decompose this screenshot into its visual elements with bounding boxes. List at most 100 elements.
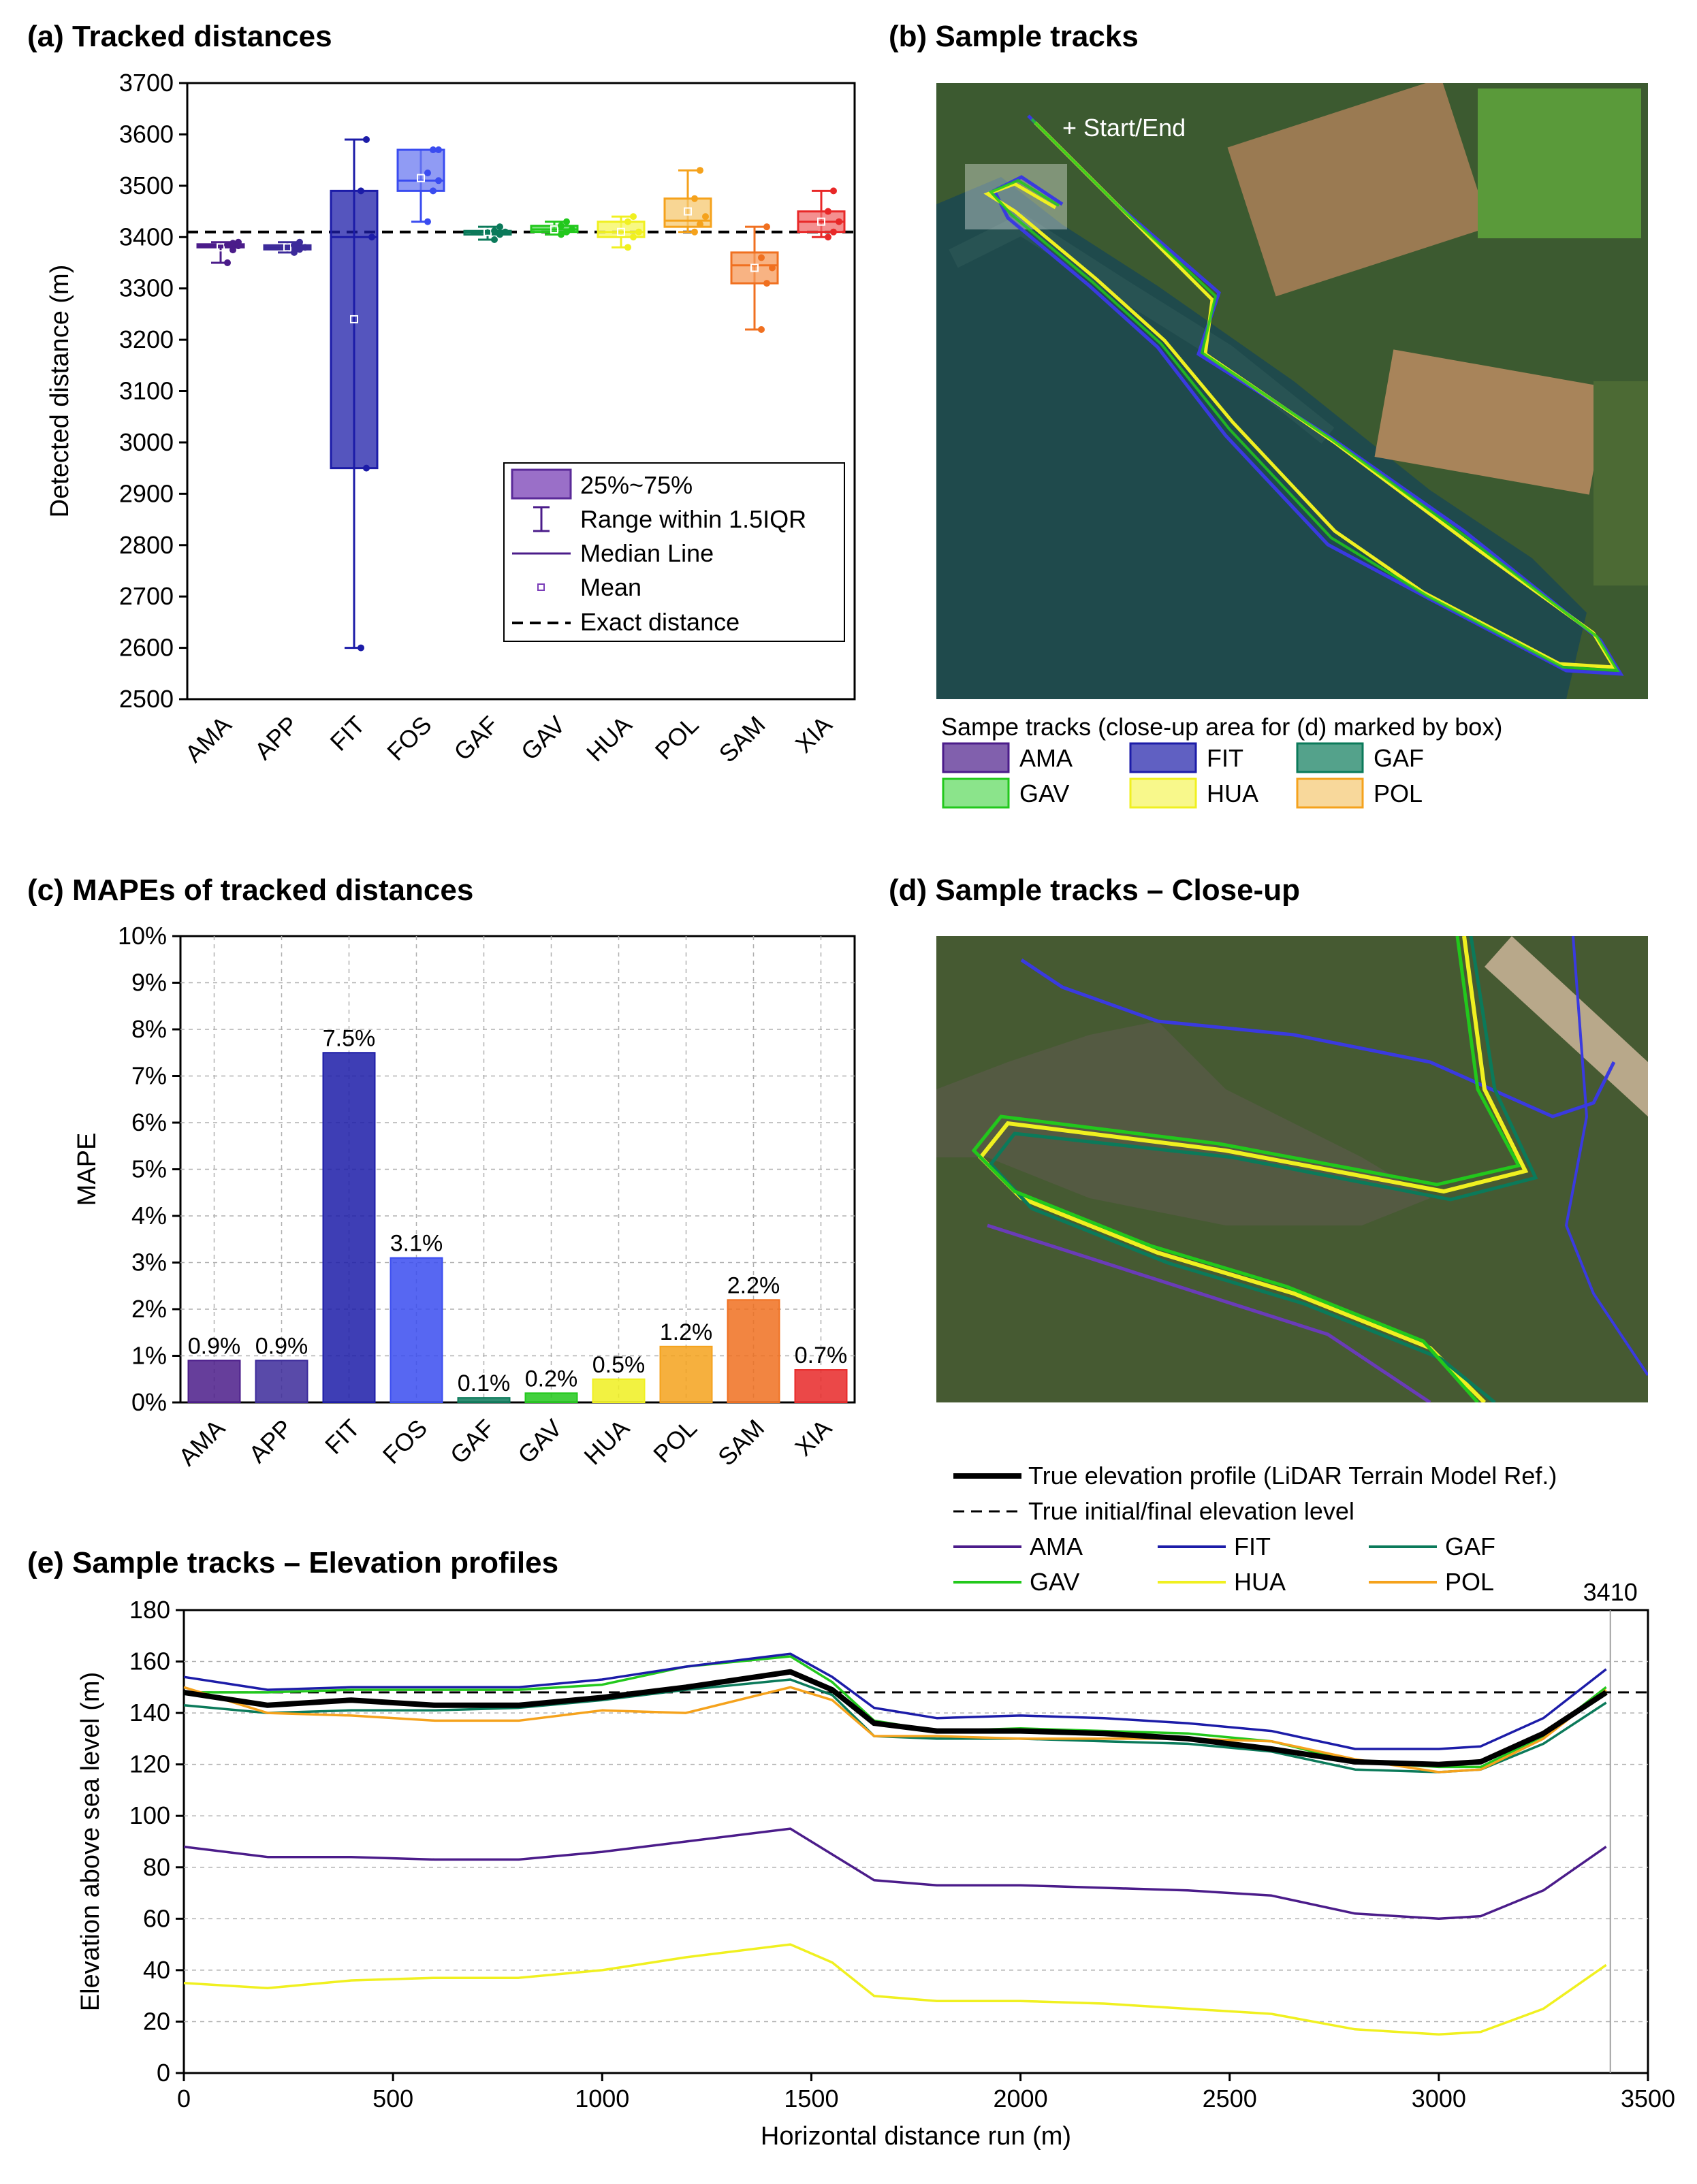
x-tick-label-c: GAV: [512, 1414, 567, 1469]
x-tick-label-e: 2000: [994, 2085, 1048, 2113]
y-tick-label-e: 60: [143, 1904, 170, 1932]
mean-app: [283, 243, 291, 252]
legend-series-label-gav: GAV: [1030, 1568, 1079, 1596]
x-tick-label-a: FOS: [381, 711, 437, 766]
bar-gav: [524, 1392, 578, 1404]
y-tick-label-c: 0%: [131, 1388, 167, 1416]
x-tick-label-a: AMA: [180, 711, 237, 768]
legend-label-gav: GAV: [1019, 780, 1069, 807]
legend-label-gaf: GAF: [1374, 744, 1424, 772]
legend-whisker-icon: [533, 506, 550, 532]
series-line-pol: [183, 1686, 1607, 1773]
data-point-gav: [563, 218, 570, 225]
legend-range-label: Range within 1.5IQR: [580, 505, 806, 533]
x-tick-label-c: POL: [648, 1414, 702, 1468]
bar-label-hua: 0.5%: [592, 1352, 646, 1378]
panel-b-legend: AMA FIT GAF GAV HUA POL: [942, 742, 1424, 809]
x-tick-label-c: FIT: [319, 1414, 365, 1460]
data-point-sam: [769, 264, 776, 272]
y-tick-label-c: 6%: [131, 1108, 167, 1136]
series-line-gaf: [183, 1678, 1607, 1773]
data-point-app: [291, 248, 298, 256]
y-tick-label-a: 2900: [119, 479, 174, 507]
y-tick-label-a: 2600: [119, 634, 174, 662]
y-tick-label-c: 1%: [131, 1342, 167, 1370]
legend-label-fit: FIT: [1207, 744, 1243, 772]
x-tick-label-c: AMA: [173, 1414, 230, 1471]
bar-label-ama: 0.9%: [188, 1333, 241, 1359]
bar-app: [255, 1360, 308, 1403]
y-tick-label-a: 3600: [119, 120, 174, 148]
map-forest: [1593, 381, 1648, 585]
data-point-sam: [758, 254, 765, 261]
mean-sam: [750, 263, 759, 272]
data-point-gaf: [502, 228, 509, 236]
y-tick-label-a: 3100: [119, 377, 174, 405]
y-tick-label-e: 100: [129, 1801, 170, 1829]
bar-label-fos: 3.1%: [390, 1231, 443, 1257]
data-point-xia: [825, 234, 831, 241]
legend-median-label: Median Line: [580, 539, 714, 567]
closeup-track-hua: [977, 936, 1529, 1402]
data-point-xia: [825, 208, 831, 215]
y-tick-label-a: 2500: [119, 685, 174, 713]
data-point-fit: [363, 135, 370, 143]
mean-pol: [684, 207, 692, 216]
x-tick-label-e: 2500: [1203, 2085, 1257, 2113]
data-point-hua: [624, 244, 631, 251]
y-axis-label-e: Elevation above sea level (m): [76, 1672, 105, 2011]
panel-e-legend: True elevation profile (LiDAR Terrain Mo…: [953, 1462, 1557, 1525]
x-tick-label-a: APP: [249, 711, 304, 765]
data-point-xia: [836, 218, 842, 225]
y-tick-label-e: 40: [143, 1956, 170, 1984]
data-point-fos: [435, 146, 442, 154]
legend-true-profile-label: True elevation profile (LiDAR Terrain Mo…: [1028, 1462, 1557, 1490]
data-point-gaf: [491, 236, 498, 244]
x-tick-label-c: GAF: [445, 1414, 500, 1469]
x-tick-label-a: POL: [650, 711, 704, 765]
bar-ama: [187, 1360, 241, 1403]
y-tick-label-a: 3500: [119, 172, 174, 199]
data-point-pol: [691, 195, 698, 202]
panel-b-legend-title: Sampe tracks (close-up area for (d) mark…: [941, 713, 1502, 741]
y-tick-label-a: 2800: [119, 531, 174, 559]
bar-hua: [592, 1378, 646, 1403]
data-point-gav: [558, 231, 565, 238]
y-tick-label-c: 10%: [118, 922, 167, 950]
legend-swatch-hua: [1129, 777, 1197, 809]
map-lake: [936, 177, 1587, 699]
data-point-xia: [830, 228, 837, 236]
y-tick-label-c: 8%: [131, 1015, 167, 1043]
bar-label-gaf: 0.1%: [458, 1370, 511, 1396]
data-point-pol: [702, 213, 709, 221]
y-tick-label-a: 3000: [119, 428, 174, 456]
panel-e-line-chart: 0 20 40 60 80 100 120 140 160 180 0 500 1000 1500 2000…: [76, 1578, 1675, 2151]
x-tick-label-a: HUA: [581, 711, 637, 767]
data-point-app: [302, 244, 308, 251]
y-tick-label-e: 80: [143, 1853, 170, 1881]
closeup-track-gav: [971, 936, 1521, 1402]
series-line-hua: [183, 1943, 1607, 2036]
x-tick-label-e: 1500: [784, 2085, 838, 2113]
x-tick-label-c: APP: [243, 1414, 298, 1468]
legend-mean-label: Mean: [580, 573, 641, 601]
y-tick-label-e: 180: [129, 1596, 170, 1624]
closeup-track-fit-2: [1564, 936, 1648, 1377]
x-tick-label-a: GAV: [516, 711, 571, 766]
legend-box-label: 25%~75%: [580, 471, 693, 499]
mean-xia: [817, 217, 825, 226]
data-point-fos: [430, 146, 437, 154]
x-axis-label-e: Horizontal distance run (m): [761, 2122, 1071, 2151]
x-tick-label-c: XIA: [789, 1414, 837, 1462]
legend-series-label-hua: HUA: [1234, 1568, 1286, 1596]
x-tick-label-e: 500: [372, 2085, 413, 2113]
y-tick-label-a: 3700: [119, 69, 174, 97]
data-point-sam: [758, 326, 765, 333]
data-point-fit: [358, 187, 364, 195]
series-line-fit: [183, 1652, 1607, 1750]
map-track-fit: [992, 114, 1624, 676]
panel-e-legend-series: AMA FIT GAF GAV HUA POL: [953, 1532, 1495, 1596]
legend-swatch-ama: [942, 742, 1010, 773]
y-axis-label-a: Detected distance (m): [46, 265, 74, 518]
bar-label-fit: 7.5%: [323, 1025, 376, 1051]
